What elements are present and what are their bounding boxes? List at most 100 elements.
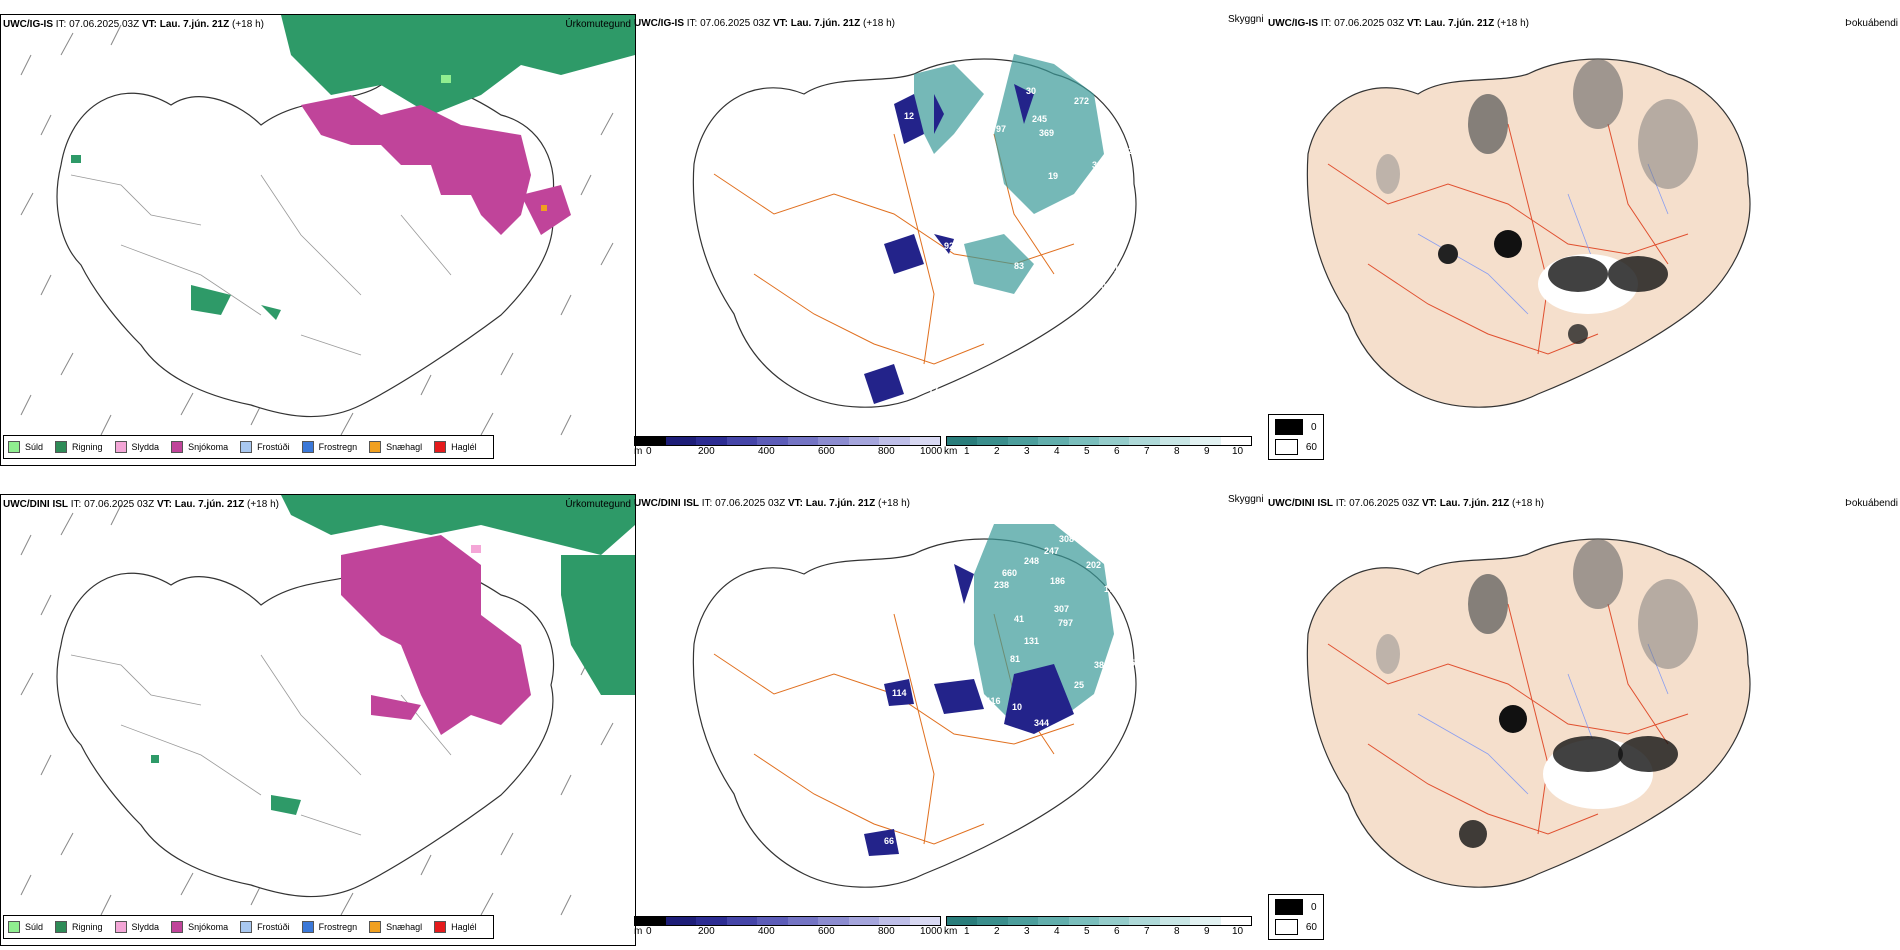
height-label: 308 [1059,534,1074,544]
height-label: 247 [1044,546,1059,556]
scale-tick: 3 [1024,926,1030,937]
valid-label: VT: [156,499,172,510]
lead-time: (+18 h) [863,18,895,29]
precip-map-1 [1,15,635,465]
scale-tick: 400 [758,926,775,937]
vis-map-1: 30 272 12 245 97 369 486 202 327 12 19 8… [692,54,1174,408]
legend-item: Frostregn [301,441,357,453]
legend-item: Snæhagl [369,921,422,933]
legend-swatch [369,441,382,453]
legend-label: Haglél [451,922,477,932]
height-label: 92 [944,241,954,251]
lead-time: (+18 h) [878,498,910,509]
fog-label: 0 [1311,901,1317,913]
scale-tick: 600 [818,446,835,457]
legend-swatch [171,441,184,453]
valid-label: VT: [787,498,803,509]
valid-label: VT: [1421,498,1437,509]
vis-scale-ticks-2: km 1 2 3 4 5 6 7 8 9 10 [944,926,1254,938]
legend-swatch [55,921,68,933]
scale-tick: 5 [1084,446,1090,457]
header-vis-2: UWC/DINI ISL IT: 07.06.2025 03Z VT: Lau.… [634,498,910,509]
precip-legend-2: Súld Rigning Slydda Snjókoma Frostúði Fr… [3,915,494,939]
legend-item: Snjókoma [171,921,228,933]
height-label: 486 [1119,108,1134,118]
legend-swatch [301,921,314,933]
vis-title-1: Skyggni [1228,14,1264,25]
fog-swatch [1275,919,1298,935]
height-label: 10 [1012,702,1022,712]
vis-scale-2 [946,916,1252,926]
scale-tick: 2 [994,446,1000,457]
fog-panel-2: UWC/DINI ISL IT: 07.06.2025 03Z VT: Lau.… [1268,494,1900,944]
legend-label: Súld [25,922,44,932]
height-label: 31 [1074,281,1084,291]
fog-legend-row: 0 [1275,419,1317,435]
legend-swatch [114,441,127,453]
valid-label: VT: [1406,18,1422,29]
legend-item: Slydda [114,441,159,453]
model-name: UWC/IG-IS [3,19,53,30]
vis-title-2: Skyggni [1228,494,1264,505]
model-name: UWC/DINI ISL [1268,498,1333,509]
model-name: UWC/IG-IS [634,18,684,29]
fog-label: 60 [1305,921,1317,933]
precip-panel-1: UWC/IG-IS IT: 07.06.2025 03Z VT: Lau. 7.… [0,14,636,466]
init-time: 07.06.2025 03Z [1334,18,1405,29]
fog-label: 0 [1311,421,1317,433]
scale-tick: 800 [878,926,895,937]
fog-legend-row: 60 [1275,439,1317,455]
init-time: 07.06.2025 03Z [1349,498,1420,509]
scale-tick: 200 [698,446,715,457]
legend-item: Rigning [55,441,103,453]
vis-scale-1 [946,436,1252,446]
height-label: 272 [1074,96,1089,106]
header-fog-1: UWC/IG-IS IT: 07.06.2025 03Z VT: Lau. 7.… [1268,18,1529,29]
height-label: 66 [884,836,894,846]
fog-swatch [1275,899,1303,915]
init-label: IT: [1335,498,1347,509]
height-label: 89 [1044,214,1054,224]
height-label: 344 [1034,718,1049,728]
legend-label: Frostregn [318,922,358,932]
init-label: IT: [70,499,82,510]
fog-title-1: Þokuábendi [1845,18,1898,29]
height-label: 660 [1002,568,1017,578]
model-name: UWC/IG-IS [1268,18,1318,29]
init-time: 07.06.2025 03Z [715,498,786,509]
height-label: 64 [914,386,924,396]
vis-panel-2: 308 247 248 660 238 202 186 172 307 797 … [634,494,1324,944]
height-label: 131 [1024,636,1039,646]
header-1: UWC/IG-IS IT: 07.06.2025 03Z VT: Lau. 7.… [3,19,264,30]
precip-map-2 [1,495,635,945]
height-label: 40 [1096,281,1106,291]
height-label: 245 [1032,114,1047,124]
header-fog-2: UWC/DINI ISL IT: 07.06.2025 03Z VT: Lau.… [1268,498,1544,509]
scale-tick: 1000 [920,446,943,457]
legend-label: Frostúði [257,442,290,452]
legend-swatch [8,441,20,453]
height-label: 369 [1039,128,1054,138]
scale-tick: 7 [1144,926,1150,937]
init-time: 07.06.2025 03Z [84,499,155,510]
legend-swatch [240,921,253,933]
fog-legend-2: 0 60 [1268,894,1324,940]
legend-label: Rigning [72,442,103,452]
lead-time: (+18 h) [1512,498,1544,509]
snow-area-1 [301,95,531,235]
init-time: 07.06.2025 03Z [700,18,771,29]
vis-panel-1: 30 272 12 245 97 369 486 202 327 12 19 8… [634,14,1324,464]
scale-tick: 10 [1232,926,1244,937]
scale-unit: m [634,446,643,457]
height-label: 435 [1120,658,1135,668]
height-label: 12 [904,111,914,121]
legend-label: Snæhagl [386,442,423,452]
height-label: 25 [1074,680,1084,690]
scale-tick: 6 [1114,446,1120,457]
model-name: UWC/DINI ISL [634,498,699,509]
height-label: 114 [892,688,907,698]
scale-tick: 0 [646,926,652,937]
iceland-outline-1 [56,81,555,418]
scale-tick: 2 [994,926,1000,937]
legend-swatch [240,441,253,453]
